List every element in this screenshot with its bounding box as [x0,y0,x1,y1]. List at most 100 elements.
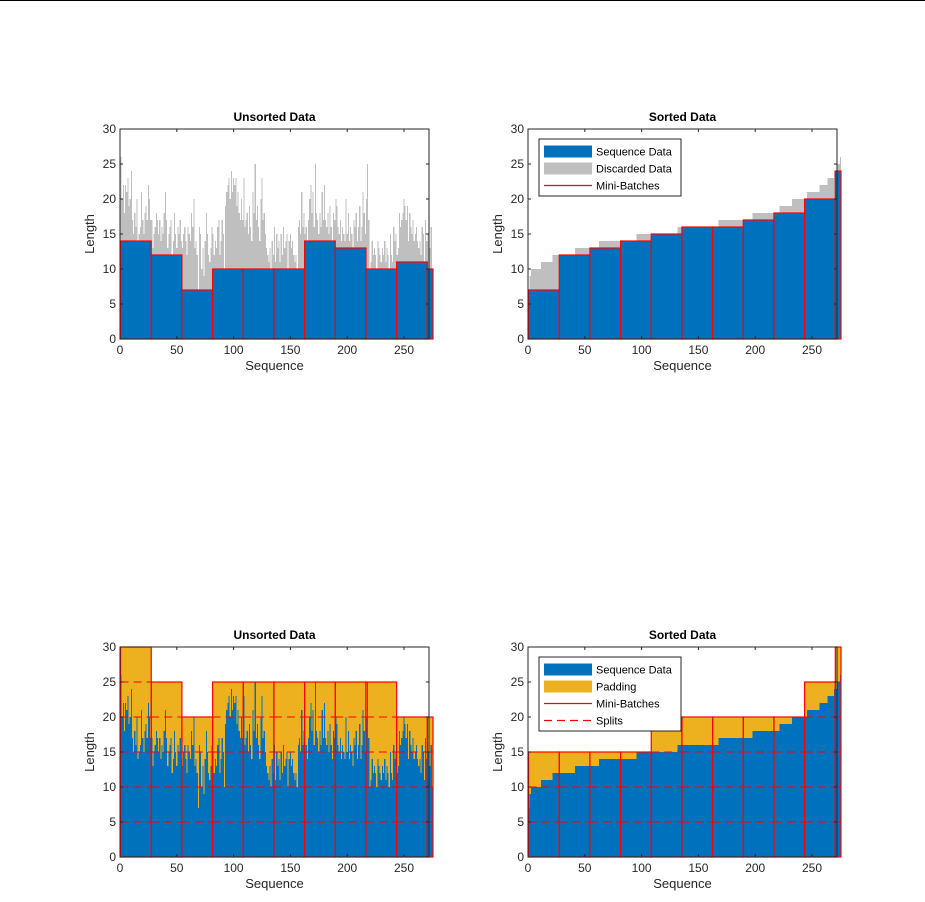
discarded-bar [815,192,818,199]
padding-bar [197,717,199,808]
padding-bar [293,682,295,773]
discarded-bar [587,248,589,255]
discarded-bar [347,213,349,248]
sequence-bar [614,759,617,857]
padding-bar [290,682,293,766]
discarded-bar [386,248,388,269]
discarded-bar [725,220,727,227]
legend-label: Mini-Batches [596,699,660,711]
x-tick-label: 250 [394,861,414,875]
discarded-bar [536,269,538,290]
sequence-bar [731,738,734,857]
sequence-bar [139,745,142,857]
sequence-bar [585,766,587,857]
padding-bar [634,752,636,759]
discarded-bar [802,199,804,213]
discarded-bar [245,220,247,269]
padding-bar [419,717,421,759]
sequence-bar [406,724,408,857]
chart-title: Unsorted Data [233,628,315,642]
padding-bar [363,682,365,731]
sequence-bar [301,710,303,857]
sequence-bar [220,759,222,857]
padding-bar [735,717,737,738]
discarded-bar [741,220,743,227]
padding-bar [561,752,563,773]
sequence-bar [770,731,772,857]
sequence-bar [382,773,385,857]
discarded-bar [755,213,757,220]
discarded-bar [271,241,273,269]
padding-bar [209,717,211,780]
discarded-bar [234,185,236,269]
sequence-bar [551,780,553,857]
padding-bar [187,717,189,745]
padding-bar [614,752,617,759]
sequence-bar [831,696,834,857]
padding-bar [780,717,782,724]
discarded-bar [553,255,555,290]
discarded-bar [177,227,179,255]
sequence-bar [762,731,764,857]
sequence-bar [767,731,769,857]
sequence-bar [552,773,554,857]
sequence-bar [381,766,383,857]
discarded-bar [584,248,586,255]
sequence-bar [193,717,195,857]
sequence-bar [289,752,291,857]
padding-bar [730,717,732,738]
sequence-bar [342,745,344,857]
sequence-bar [733,738,735,857]
padding-bar [769,717,771,731]
sequence-bar [168,752,170,857]
sequence-bar [666,752,668,857]
sequence-bar [217,745,219,857]
sequence-bar [183,752,185,857]
padding-bar [778,717,780,731]
legend-swatch-discarded [544,162,592,175]
chart-unsorted-truncated: 0 50 100 150 200 250 0 5 10 15 20 25 30 Unsorted Data… [82,110,434,373]
padding-bar [406,717,408,724]
sequence-bar [566,773,568,857]
sequence-bar [283,745,285,857]
sequence-bar [429,766,431,857]
padding-bar [170,682,172,738]
padding-bar [616,752,618,759]
sequence-bar [407,759,410,857]
padding-bar [126,647,128,710]
discarded-bar [601,241,603,248]
sequence-bar [639,752,642,857]
discarded-bar [726,220,728,227]
sequence-bar [628,759,630,857]
padding-bar [705,717,707,745]
sequence-bar [422,752,424,857]
padding-bar [368,682,370,738]
sequence-bar [605,759,607,857]
padding-bar [278,682,280,759]
sequence-bar [350,745,352,857]
sequence-bar [581,766,584,857]
sequence-bar [643,752,645,857]
sequence-bar [644,752,646,857]
sequence-bar [265,766,268,857]
padding-bar [656,717,659,752]
sequence-bar [402,731,404,857]
padding-bar [530,752,532,787]
discarded-bar [279,262,281,269]
padding-bar [704,717,706,745]
sequence-bar [421,745,423,857]
minibatch-sequence-block [834,170,842,340]
padding-bar [259,682,261,759]
sequence-bar [744,738,746,857]
discarded-bar [346,234,348,248]
discarded-bar [321,192,323,241]
padding-bar [228,682,230,696]
padding-bar [653,717,655,752]
padding-bar [127,647,129,696]
sequence-bar [692,745,694,857]
discarded-bar [547,262,550,290]
padding-bar [622,752,624,759]
sequence-bar [599,759,601,857]
discarded-bar [315,213,318,241]
